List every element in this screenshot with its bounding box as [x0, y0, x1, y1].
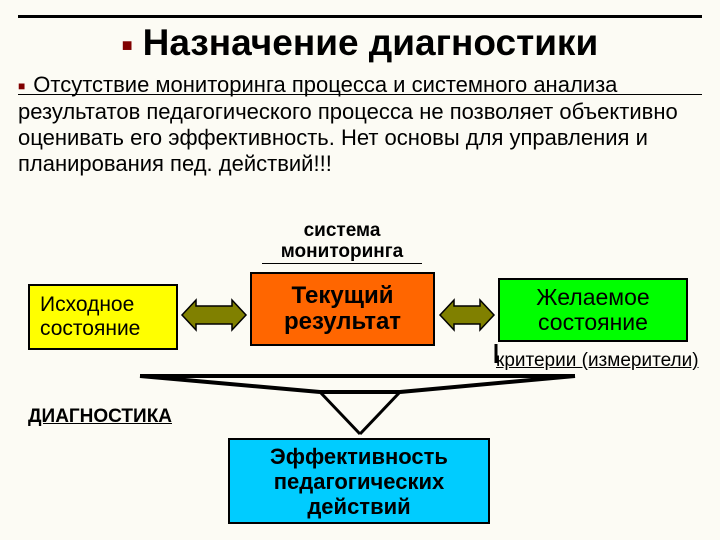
box-effect-text: Эффективность педагогических действий	[230, 444, 488, 519]
box-effectiveness: Эффективность педагогических действий	[228, 438, 490, 524]
box-desired-text: Желаемое состояние	[500, 285, 686, 335]
criteria-label: критерии (измерители)	[496, 350, 699, 372]
body-bullet: ■	[18, 79, 25, 93]
box-current-text: Текущий результат	[252, 283, 433, 335]
diagnostics-label: ДИАГНОСТИКА	[28, 406, 172, 428]
system-monitoring-label: система мониторинга	[262, 220, 422, 264]
body-text-content: Отсутствие мониторинга процесса и систем…	[18, 72, 678, 176]
top-rule	[18, 15, 702, 18]
box-current-result: Текущий результат	[250, 272, 435, 346]
title-bullet: ■	[122, 35, 133, 55]
body-paragraph: ■Отсутствие мониторинга процесса и систе…	[18, 72, 702, 177]
box-desired-state: Желаемое состояние	[498, 278, 688, 342]
page-title: ■ Назначение диагностики	[0, 22, 720, 64]
box-initial-text: Исходное состояние	[40, 293, 166, 341]
box-initial-state: Исходное состояние	[28, 284, 178, 350]
title-text: Назначение диагностики	[143, 22, 599, 63]
